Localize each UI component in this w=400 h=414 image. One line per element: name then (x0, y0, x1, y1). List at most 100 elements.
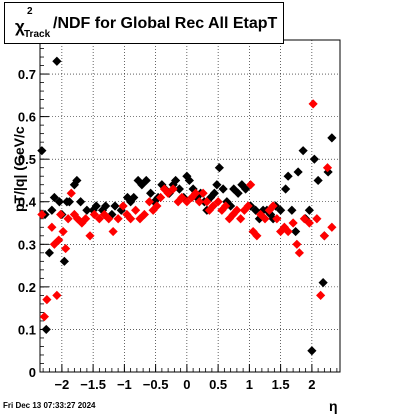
y-tick-label: 0.5 (18, 152, 36, 167)
data-point-red (177, 192, 187, 203)
y-tick-label: 0.4 (18, 195, 37, 210)
data-point-red (39, 312, 49, 322)
data-point-black (241, 184, 251, 194)
data-point-black (209, 188, 219, 198)
data-point-red (232, 205, 242, 215)
data-point-red (319, 231, 329, 241)
data-point-black (107, 209, 117, 220)
data-point-black (47, 205, 57, 215)
data-point-red (156, 192, 166, 203)
data-point-red (131, 205, 141, 215)
data-point-red (99, 209, 109, 220)
plot-frame (39, 39, 341, 373)
data-point-red (202, 197, 212, 207)
data-point-red (69, 209, 79, 220)
data-point-black (281, 184, 291, 194)
data-point-red (118, 201, 128, 211)
data-point-black (276, 205, 286, 215)
data-point-red (139, 209, 149, 220)
data-point-black (64, 197, 74, 207)
title-subscript: Track (24, 29, 51, 40)
data-point-red (126, 214, 136, 224)
data-point-red (152, 201, 162, 211)
data-point-red (283, 226, 293, 237)
data-point-red (54, 235, 64, 245)
data-point-black (52, 56, 62, 66)
data-point-black (318, 278, 328, 288)
x-tick-label: −2 (54, 377, 69, 392)
grid-lines (40, 40, 340, 372)
data-point-black (41, 324, 51, 335)
title-chi: χ (15, 17, 25, 36)
data-point-black (171, 175, 181, 186)
data-point-red (304, 218, 314, 228)
data-point-red (61, 243, 71, 254)
data-point-black (309, 154, 319, 164)
data-point-red (66, 188, 76, 198)
data-point-black (307, 346, 317, 356)
x-axis-label: η (329, 398, 338, 414)
data-point-red (89, 209, 99, 220)
data-point-red (37, 209, 47, 220)
data-point-red (299, 214, 309, 224)
data-point-black (37, 146, 47, 156)
data-point-red (47, 222, 57, 232)
data-point-red (56, 209, 66, 220)
y-tick-label: 0.6 (18, 110, 36, 125)
data-point-red (58, 226, 68, 237)
data-point-black (101, 201, 111, 211)
data-point-red (194, 197, 204, 207)
data-point-red (322, 163, 333, 173)
x-tick-label: 2 (308, 377, 315, 392)
data-point-red (208, 201, 218, 211)
data-point-black (129, 192, 139, 203)
data-point-red (52, 290, 62, 300)
y-tick-label: 0.2 (18, 280, 36, 295)
data-point-black (91, 201, 101, 211)
data-point-red (213, 197, 223, 207)
data-point-red (221, 201, 231, 211)
x-tick-label: 0.5 (209, 377, 227, 392)
data-point-black (212, 180, 222, 190)
data-point-red (308, 99, 318, 109)
y-tick-label: 0.7 (18, 67, 36, 82)
y-tick-label: 0.3 (18, 237, 36, 252)
data-point-red (191, 188, 201, 198)
data-point-red (272, 214, 282, 224)
data-point-black (82, 205, 92, 215)
data-point-black (293, 167, 303, 177)
data-point-black (251, 205, 261, 215)
data-point-black (327, 133, 337, 143)
data-point-red (268, 201, 278, 211)
data-point-red (104, 214, 114, 224)
data-point-red (81, 214, 91, 224)
data-point-red (260, 214, 270, 224)
data-point-black (313, 175, 323, 186)
data-point-red (292, 239, 302, 249)
data-point-black (283, 171, 293, 181)
data-point-red (294, 248, 304, 258)
data-point-black (226, 201, 236, 211)
y-tick-label: 0 (29, 365, 36, 380)
data-point-black (291, 226, 301, 237)
data-point-red (312, 214, 322, 224)
data-point-red (42, 295, 52, 305)
y-tick-label: 0.1 (18, 322, 36, 337)
datestamp: Fri Dec 13 07:33:27 2024 (3, 401, 96, 410)
data-point-red (182, 197, 192, 207)
data-point-black (287, 205, 297, 215)
data-point-black (44, 248, 54, 258)
data-point-black (304, 205, 314, 215)
data-point-black (54, 197, 64, 207)
x-tick-label: −1.5 (80, 377, 106, 392)
chart-title: /NDF for Global Rec All EtapT (53, 15, 278, 32)
data-point-black (214, 163, 224, 173)
x-tick-label: 0 (183, 377, 190, 392)
y-axis-label: pT/|q| (GeV/c (11, 126, 27, 212)
data-point-red (243, 201, 253, 211)
data-point-black (59, 256, 69, 266)
data-point-red (63, 214, 73, 224)
chart-title-box: χ 2 Track /NDF for Global Rec All EtapT (4, 2, 284, 44)
data-point-red (94, 214, 104, 224)
x-tick-label: −1 (117, 377, 132, 392)
